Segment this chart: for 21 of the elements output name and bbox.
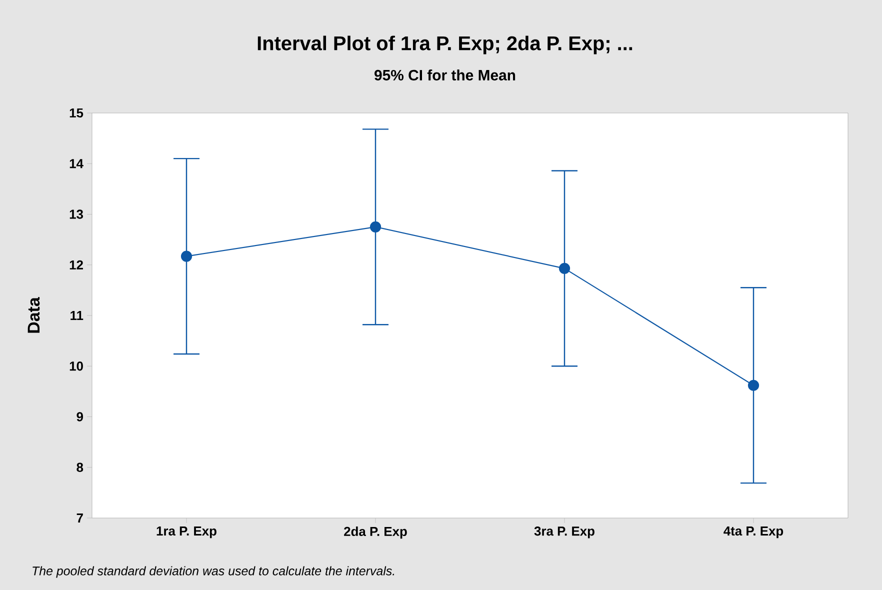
point <box>748 380 760 391</box>
point <box>180 250 192 262</box>
chart-subtitle: 95% CI for the Mean <box>374 70 516 80</box>
x-tick-label: 4ta P. Exp <box>724 526 784 538</box>
y-tick-label: 8 <box>76 462 84 472</box>
y-axis-title: Data <box>28 297 40 333</box>
y-tick-label: 7 <box>76 514 83 522</box>
y-tick-label: 15 <box>70 108 84 118</box>
y-tick-label: 10 <box>70 362 83 371</box>
chart-title: Interval Plot of 1ra P. Exp; 2da P. Exp; ... <box>258 36 632 54</box>
y-tick-label: 13 <box>70 210 84 219</box>
text: The pooled standard deviation was used to calculate the intervals. <box>32 566 394 578</box>
y-tick-label: 11 <box>70 311 84 320</box>
x-tick-label: 1ra P. Exp <box>156 526 216 538</box>
y-tick-label: 14 <box>70 159 84 168</box>
point <box>558 262 570 274</box>
y-tick-label: 12 <box>70 260 83 270</box>
point <box>370 221 382 232</box>
x-tick-label: 2da P. Exp <box>344 526 407 539</box>
y-tick-label: 9 <box>76 412 83 422</box>
x-tick-label: 3ra P. Exp <box>534 526 594 538</box>
